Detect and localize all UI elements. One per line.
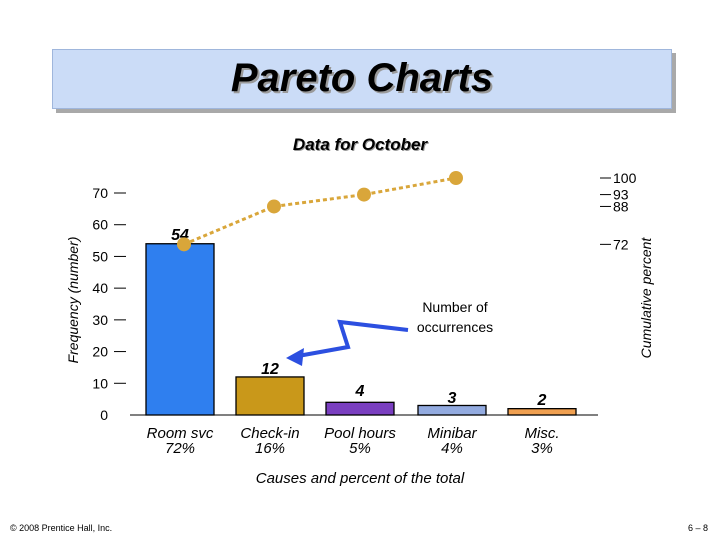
cumulative-line [183,176,457,246]
bar [507,408,577,416]
y-tick-label: 70 [92,185,108,201]
bar [235,376,305,416]
category-percent-label: 3% [531,440,553,457]
annotation-label: occurrences [417,319,493,335]
annotation-arrow [297,319,409,358]
title-banner: Pareto Charts [52,49,672,109]
y-tick-label: 20 [92,344,108,360]
slide-title: Pareto Charts [230,56,494,100]
category-percent-label: 72% [165,440,195,457]
y-tick-label: 50 [92,248,108,264]
bar-value-label: 3 [448,390,457,407]
y-tick-label: 10 [92,375,108,391]
cumulative-point [449,171,463,185]
y2-tick-label: 88 [613,198,629,214]
y-tick-label: 60 [92,217,108,233]
bar [145,243,215,416]
bar-value-label: 2 [537,392,547,409]
y2-tick-label: 72 [613,236,629,252]
y-tick-label: 0 [100,407,108,423]
y-tick-label: 40 [92,280,108,296]
x-axis-label: Causes and percent of the total [256,470,465,487]
cumulative-point [177,237,191,252]
category-percent-label: 4% [441,440,463,457]
page-number: 6 – 8 [687,523,708,533]
cumulative-point [357,187,371,202]
y2-tick-label: 100 [613,170,637,186]
bar [325,401,395,416]
category-label: Misc. [525,425,560,442]
category-label: Pool hours [324,425,396,442]
chart-subtitle: Data for October [292,135,428,154]
copyright-text: © 2008 Prentice Hall, Inc. [10,523,113,533]
bar-value-label: 12 [261,361,279,378]
y-axis-label: Frequency (number) [65,237,81,364]
y-tick-label: 30 [92,312,108,328]
category-label: Check-in [240,425,299,442]
bar-value-label: 4 [355,383,365,400]
category-percent-label: 5% [349,440,371,457]
bar [417,404,487,416]
annotation-label: Number of [422,299,487,315]
category-percent-label: 16% [255,440,285,457]
category-label: Minibar [427,425,477,442]
cumulative-point [267,199,281,214]
y2-tick-label: 93 [613,187,629,203]
y2-axis-label: Cumulative percent [638,237,654,359]
annotation-arrowhead [286,348,304,366]
category-label: Room svc [147,425,214,442]
